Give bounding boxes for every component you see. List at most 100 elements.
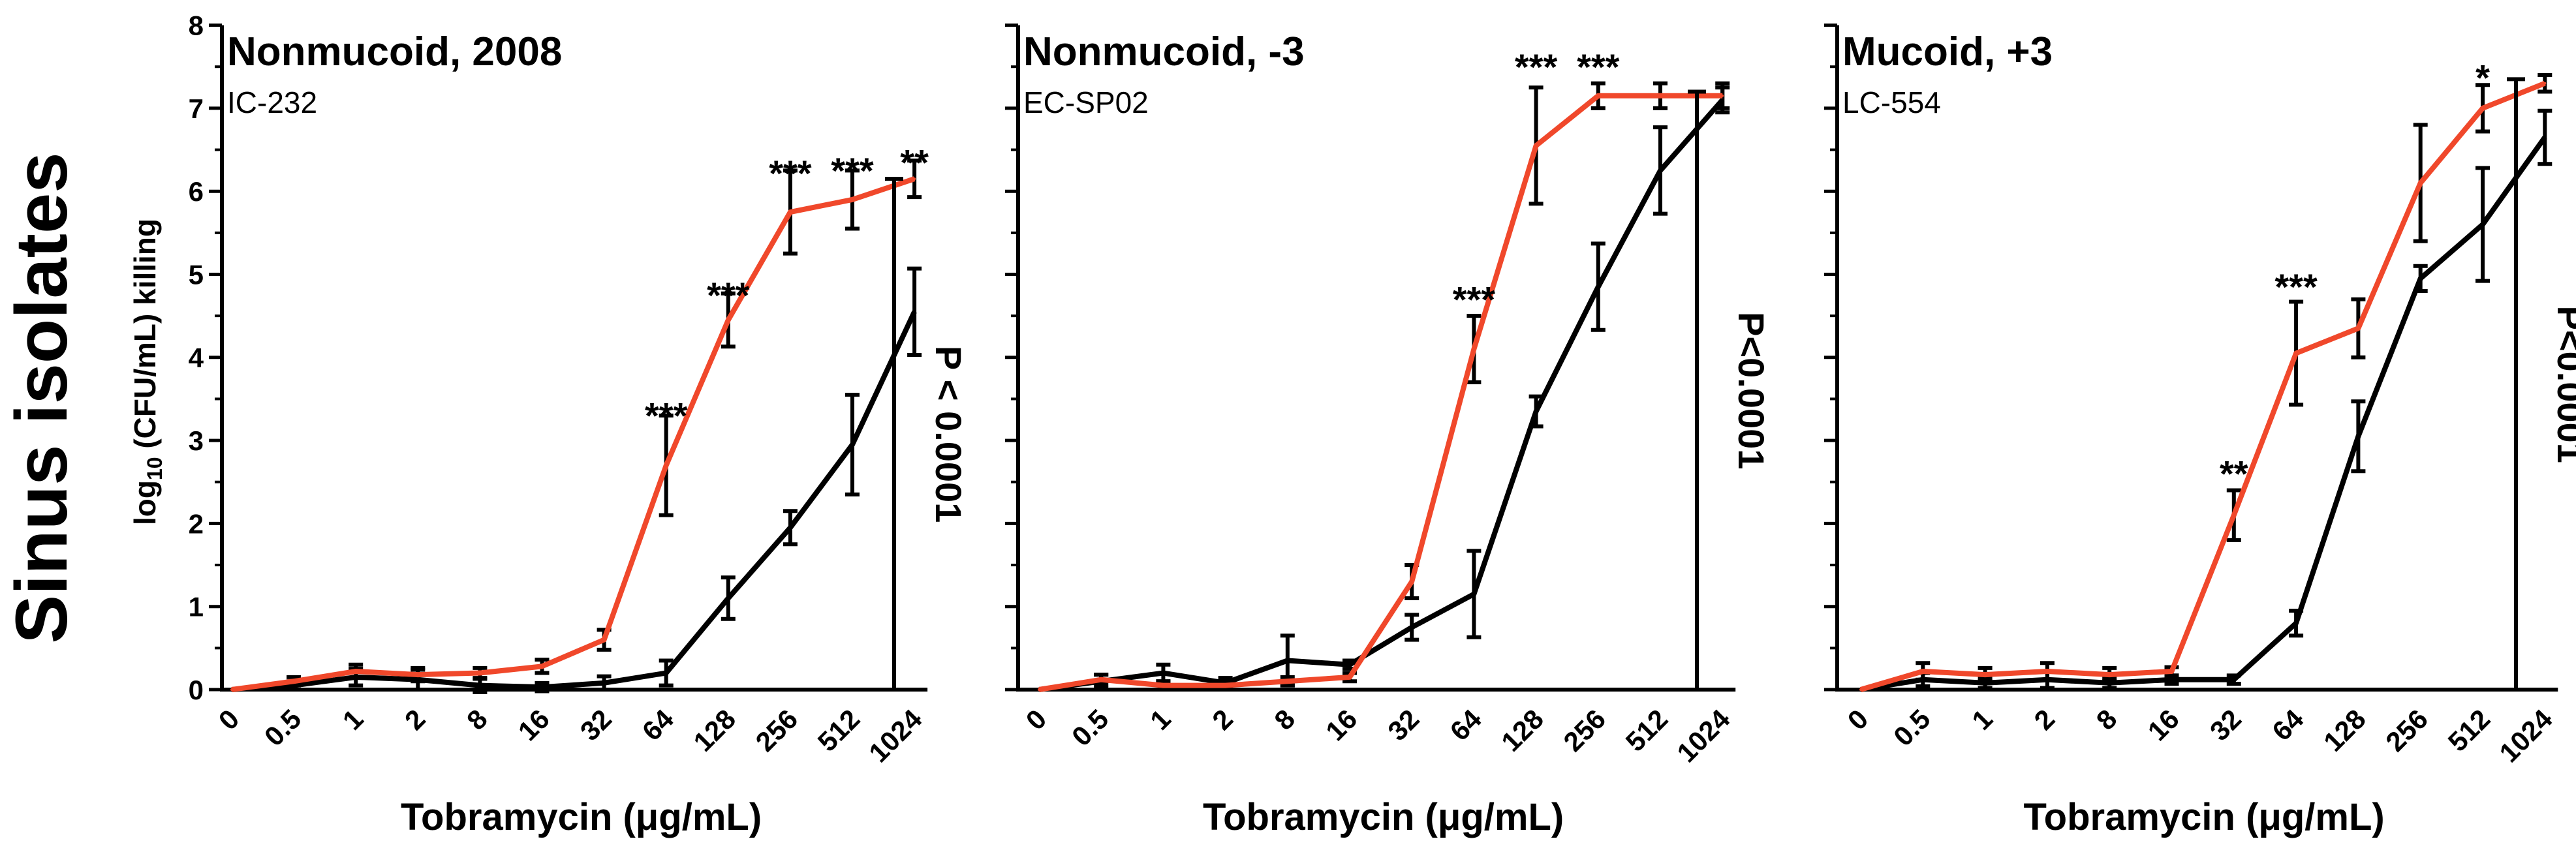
pvalue-label: P<0.0001 xyxy=(2550,306,2576,463)
data-point xyxy=(2170,669,2173,673)
data-point xyxy=(416,673,420,677)
y-axis-label: log10 (CFU/mL) killing xyxy=(128,219,166,525)
pvalue-label: P < 0.0001 xyxy=(928,346,969,523)
x-tick-label: 64 xyxy=(2266,703,2310,747)
data-point xyxy=(478,684,482,687)
data-point xyxy=(2481,223,2484,226)
x-tick-label: 0 xyxy=(213,703,245,736)
data-point xyxy=(1224,684,1227,687)
data-point xyxy=(1348,675,1351,679)
x-tick-label: 16 xyxy=(2142,703,2185,746)
data-point xyxy=(2419,181,2422,185)
significance-label: *** xyxy=(645,395,688,436)
x-axis-label: Tobramycin (μg/mL) xyxy=(1203,796,1564,838)
x-tick-label: 256 xyxy=(749,703,803,757)
data-point xyxy=(913,177,916,181)
pvalue-bracket: P<0.0001 xyxy=(2507,77,2576,692)
panel-subtitle: LC-554 xyxy=(1842,85,1941,119)
series-line-black xyxy=(1860,136,2547,692)
series-red xyxy=(230,159,922,692)
data-point xyxy=(1472,348,1476,351)
pvalue-label: P<0.0001 xyxy=(1731,312,1772,469)
y-tick-label: 5 xyxy=(189,260,204,290)
data-point xyxy=(478,671,482,675)
y-tick-label: 6 xyxy=(189,176,204,207)
data-point xyxy=(664,671,668,675)
x-tick-label: 2 xyxy=(2028,703,2061,736)
data-point xyxy=(2295,352,2298,355)
data-point xyxy=(230,688,233,691)
data-point xyxy=(602,681,606,684)
significance-label: *** xyxy=(2274,266,2318,307)
series-black xyxy=(1859,108,2553,692)
x-tick-label: 8 xyxy=(1268,703,1301,736)
data-point xyxy=(1921,669,1925,673)
x-tick-label: 32 xyxy=(1382,703,1425,746)
x-tick-label: 64 xyxy=(1444,703,1487,747)
panel-title: Nonmucoid, -3 xyxy=(1023,29,1305,74)
y-tick-label: 8 xyxy=(189,10,204,41)
series-line-black xyxy=(231,311,917,692)
data-point xyxy=(1286,680,1289,683)
x-tick-label: 8 xyxy=(2090,703,2123,736)
x-tick-label: 0 xyxy=(1020,703,1053,736)
significance-label: * xyxy=(2475,57,2490,98)
x-tick-label: 1 xyxy=(1966,703,1998,736)
data-point xyxy=(726,596,730,600)
data-point xyxy=(2295,622,2298,625)
data-point xyxy=(1721,94,1724,97)
data-point xyxy=(1348,663,1351,666)
data-point xyxy=(2543,82,2547,85)
data-point xyxy=(1596,94,1600,97)
significance-label: *** xyxy=(707,275,750,316)
data-point xyxy=(1983,673,1987,677)
y-tick-label: 4 xyxy=(189,343,204,373)
x-tick-label: 0 xyxy=(1842,703,1874,736)
x-tick-label: 8 xyxy=(461,703,493,736)
data-point xyxy=(726,318,730,322)
data-point xyxy=(2170,678,2173,681)
data-point xyxy=(1659,94,1662,97)
series-line-red xyxy=(1859,80,2546,692)
x-tick-label: 1 xyxy=(337,703,369,736)
x-tick-label: 32 xyxy=(574,703,617,746)
x-tick-label: 2 xyxy=(399,703,431,736)
data-point xyxy=(540,665,544,668)
series-line-red xyxy=(231,176,916,692)
x-tick-label: 1024 xyxy=(1671,703,1736,769)
data-point xyxy=(851,198,854,201)
x-tick-label: 512 xyxy=(812,703,866,757)
row-label: Sinus isolates xyxy=(1,152,82,643)
data-point xyxy=(1659,169,1662,172)
series-red xyxy=(1859,72,2553,692)
series-line-black xyxy=(1038,98,1725,692)
data-point xyxy=(2232,678,2235,681)
data-point xyxy=(664,464,668,467)
x-tick-label: 0.5 xyxy=(1066,703,1115,752)
x-tick-label: 1024 xyxy=(2493,703,2558,769)
x-tick-label: 1024 xyxy=(863,703,928,769)
x-tick-label: 0.5 xyxy=(1887,703,1936,752)
data-point xyxy=(2108,673,2111,677)
data-point xyxy=(2045,669,2049,673)
panel-title: Mucoid, +3 xyxy=(1842,29,2053,74)
data-point xyxy=(1472,592,1476,596)
data-point xyxy=(788,211,792,214)
data-point xyxy=(2357,435,2360,438)
x-axis-label: Tobramycin (μg/mL) xyxy=(401,796,762,838)
x-tick-label: 128 xyxy=(1495,703,1549,757)
x-tick-label: 64 xyxy=(636,703,680,747)
y-tick-label: 7 xyxy=(189,93,204,124)
significance-label: *** xyxy=(831,150,874,191)
y-tick-label: 2 xyxy=(189,508,204,539)
data-point xyxy=(1534,410,1538,413)
significance-label: *** xyxy=(1577,46,1620,87)
x-tick-label: 32 xyxy=(2204,703,2247,746)
series-black xyxy=(1038,85,1730,692)
x-tick-label: 256 xyxy=(1557,703,1611,757)
data-point xyxy=(1286,659,1289,662)
